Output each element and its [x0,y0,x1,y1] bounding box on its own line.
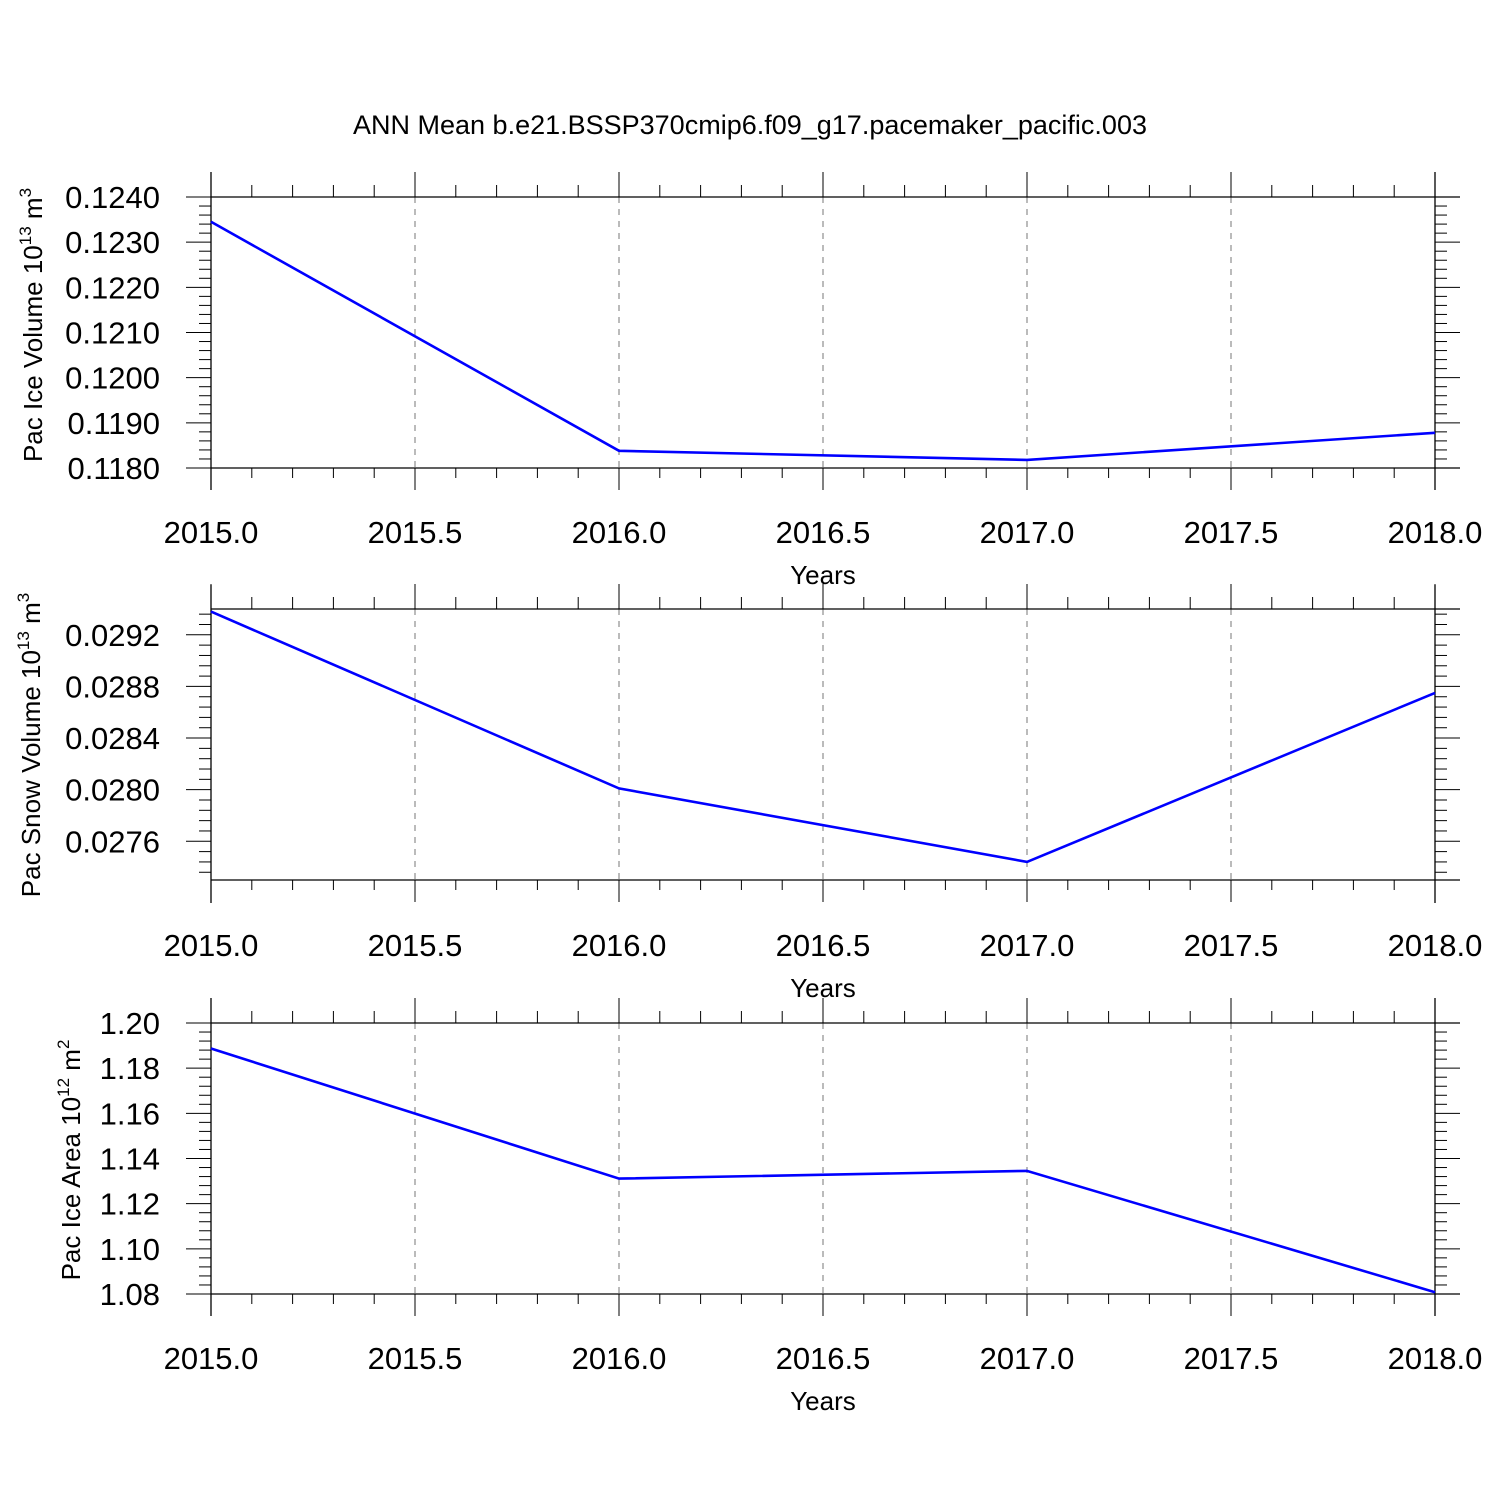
x-tick-label: 2017.5 [1184,1341,1279,1376]
x-tick-label: 2015.0 [164,515,259,550]
x-tick-label: 2016.0 [572,1341,667,1376]
x-tick-label: 2017.0 [980,515,1075,550]
y-axis-title-unit_exp: 3 [16,188,35,197]
y-axis-title: Pac Ice Area 1012 m2 [54,1040,86,1281]
panel-1: 0.1180 0.1190 0.1200 0.1210 0.1220 0.1230 0.12… [16,172,1482,590]
x-tick-label: 2016.5 [776,928,871,963]
y-tick-label: 1.08 [100,1277,160,1312]
y-tick-label: 0.1200 [65,361,160,396]
y-axis-title: Pac Snow Volume 1013 m3 [14,593,46,897]
y-axis-title-unit_exp: 3 [14,593,33,602]
chart-title: ANN Mean b.e21.BSSP370cmip6.f09_g17.pace… [353,110,1147,140]
x-tick-label: 2017.0 [980,1341,1075,1376]
y-tick-label: 0.0288 [65,669,160,704]
y-tick-label: 0.1220 [65,270,160,305]
x-tick-label: 2015.5 [368,515,463,550]
y-axis-title-unit: m [16,602,46,631]
y-tick-label: 0.0280 [65,773,160,808]
x-tick-label: 2016.5 [776,1341,871,1376]
x-tick-label: 2015.0 [164,1341,259,1376]
y-tick-label: 0.1180 [67,451,160,486]
x-tick-label: 2015.5 [368,928,463,963]
y-axis-title-exp: 12 [54,1078,73,1097]
y-tick-label: 0.1230 [65,225,160,260]
y-tick-label: 0.1190 [67,406,160,441]
y-tick-label: 0.0284 [65,721,160,756]
x-tick-label: 2018.0 [1388,515,1483,550]
y-tick-label: 1.16 [100,1096,160,1131]
x-tick-label: 2017.0 [980,928,1075,963]
y-axis-title-exp: 13 [14,631,33,650]
y-tick-label: 1.10 [100,1232,160,1267]
y-tick-label: 0.1240 [65,180,160,215]
x-axis-title: Years [790,1386,856,1416]
y-tick-label: 1.20 [100,1006,160,1041]
y-tick-label: 1.12 [100,1187,160,1222]
panel-3: 1.08 1.10 1.12 1.14 1.16 1.18 1.20 2015.0 2015.5… [54,998,1482,1416]
y-tick-label: 0.1210 [65,316,160,351]
y-tick-label: 0.0292 [65,618,160,653]
x-tick-label: 2018.0 [1388,928,1483,963]
y-axis-title-unit: m [18,197,48,226]
x-tick-label: 2017.5 [1184,928,1279,963]
panels: 0.1180 0.1190 0.1200 0.1210 0.1220 0.1230 0.12… [14,172,1482,1416]
y-axis-title-unit_exp: 2 [54,1040,73,1049]
x-tick-label: 2018.0 [1388,1341,1483,1376]
y-axis-title-prefix: Pac Ice Volume 10 [18,245,48,462]
y-tick-label: 1.18 [100,1051,160,1086]
x-tick-label: 2015.0 [164,928,259,963]
x-tick-label: 2017.5 [1184,515,1279,550]
x-tick-label: 2015.5 [368,1341,463,1376]
y-tick-label: 0.0276 [65,824,160,859]
y-axis-title-exp: 13 [16,226,35,245]
y-axis-title: Pac Ice Volume 1013 m3 [16,188,48,462]
y-axis-title-prefix: Pac Snow Volume 10 [16,650,46,897]
y-axis-title-prefix: Pac Ice Area 10 [56,1097,86,1281]
panel-2: 0.0276 0.0280 0.0284 0.0288 0.0292 2015.0 2015… [14,584,1482,1003]
x-tick-label: 2016.0 [572,928,667,963]
y-axis-title-unit: m [56,1049,86,1078]
y-tick-label: 1.14 [100,1142,160,1177]
x-tick-label: 2016.5 [776,515,871,550]
x-tick-label: 2016.0 [572,515,667,550]
